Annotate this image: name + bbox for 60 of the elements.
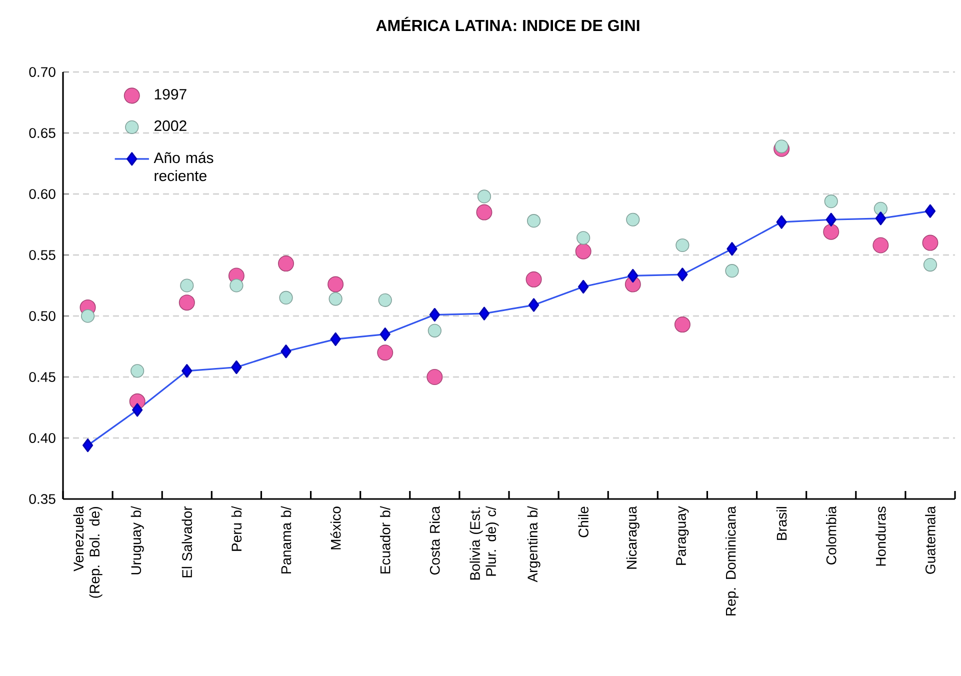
y-tick-label: 0.70 xyxy=(29,67,56,77)
point xyxy=(378,293,392,307)
y-tick-label: 0.55 xyxy=(29,250,56,260)
x-tick-label: Nicaragua xyxy=(626,506,640,569)
legend-label: 2002 xyxy=(154,120,186,132)
point xyxy=(328,276,344,292)
x-tick-label: Peru b/ xyxy=(231,506,242,551)
x-tick-label: Venezuela (Rep. Bol. de) xyxy=(73,506,102,598)
x-tick-label: Rep. Dominicana xyxy=(725,506,739,616)
x-tick-label: Bolivia (Est. Plur. de) c/ xyxy=(470,506,499,580)
x-tick-label: El Salvador xyxy=(182,506,192,578)
x-tick-label: Argentina b/ xyxy=(527,506,540,582)
point xyxy=(178,294,195,311)
point xyxy=(576,231,590,245)
x-tick-label: Ecuador b/ xyxy=(380,506,390,574)
x-tick-label: Guatemala xyxy=(925,506,936,574)
point xyxy=(774,140,788,154)
x-tick-label: Honduras xyxy=(876,506,886,566)
point xyxy=(676,238,690,252)
y-tick-label: 0.40 xyxy=(29,433,56,443)
y-tick-label: 0.50 xyxy=(29,311,56,321)
point xyxy=(426,369,443,386)
point xyxy=(922,234,938,251)
point xyxy=(823,224,840,240)
point xyxy=(824,194,838,208)
x-tick-label: Chile xyxy=(578,506,588,538)
x-tick-label: Panama b/ xyxy=(280,506,292,574)
x-tick-label: Colombia xyxy=(826,506,836,564)
point xyxy=(230,278,244,292)
point xyxy=(526,214,541,228)
point xyxy=(674,316,690,333)
point xyxy=(477,190,492,204)
y-tick-label: 0.45 xyxy=(29,372,56,382)
x-tick-label: Costa Rica xyxy=(430,506,440,575)
y-tick-label: 0.35 xyxy=(29,494,56,504)
y-tick-label: 0.65 xyxy=(29,128,56,138)
point xyxy=(130,364,144,378)
point xyxy=(428,324,442,338)
point xyxy=(80,309,95,323)
point xyxy=(180,278,194,292)
point xyxy=(377,344,394,361)
x-tick-label: Paraguay xyxy=(676,506,689,565)
point xyxy=(328,292,342,306)
y-tick-label: 0.60 xyxy=(29,189,56,199)
legend-label: 1997 xyxy=(154,88,186,100)
point xyxy=(725,264,739,278)
chart-title: AMÉRICA LATINA: INDICE DE GINI xyxy=(376,16,640,32)
point xyxy=(872,237,889,254)
point xyxy=(923,258,938,272)
point xyxy=(279,290,293,304)
x-tick-label: Uruguay b/ xyxy=(130,506,144,574)
point xyxy=(575,243,592,260)
point xyxy=(476,204,492,220)
point xyxy=(526,271,542,288)
point xyxy=(278,256,294,272)
point xyxy=(874,202,888,216)
x-tick-label: México xyxy=(330,506,341,550)
point xyxy=(626,212,640,226)
legend-label: Año más reciente xyxy=(154,152,214,182)
x-tick-label: Brasil xyxy=(776,507,787,540)
